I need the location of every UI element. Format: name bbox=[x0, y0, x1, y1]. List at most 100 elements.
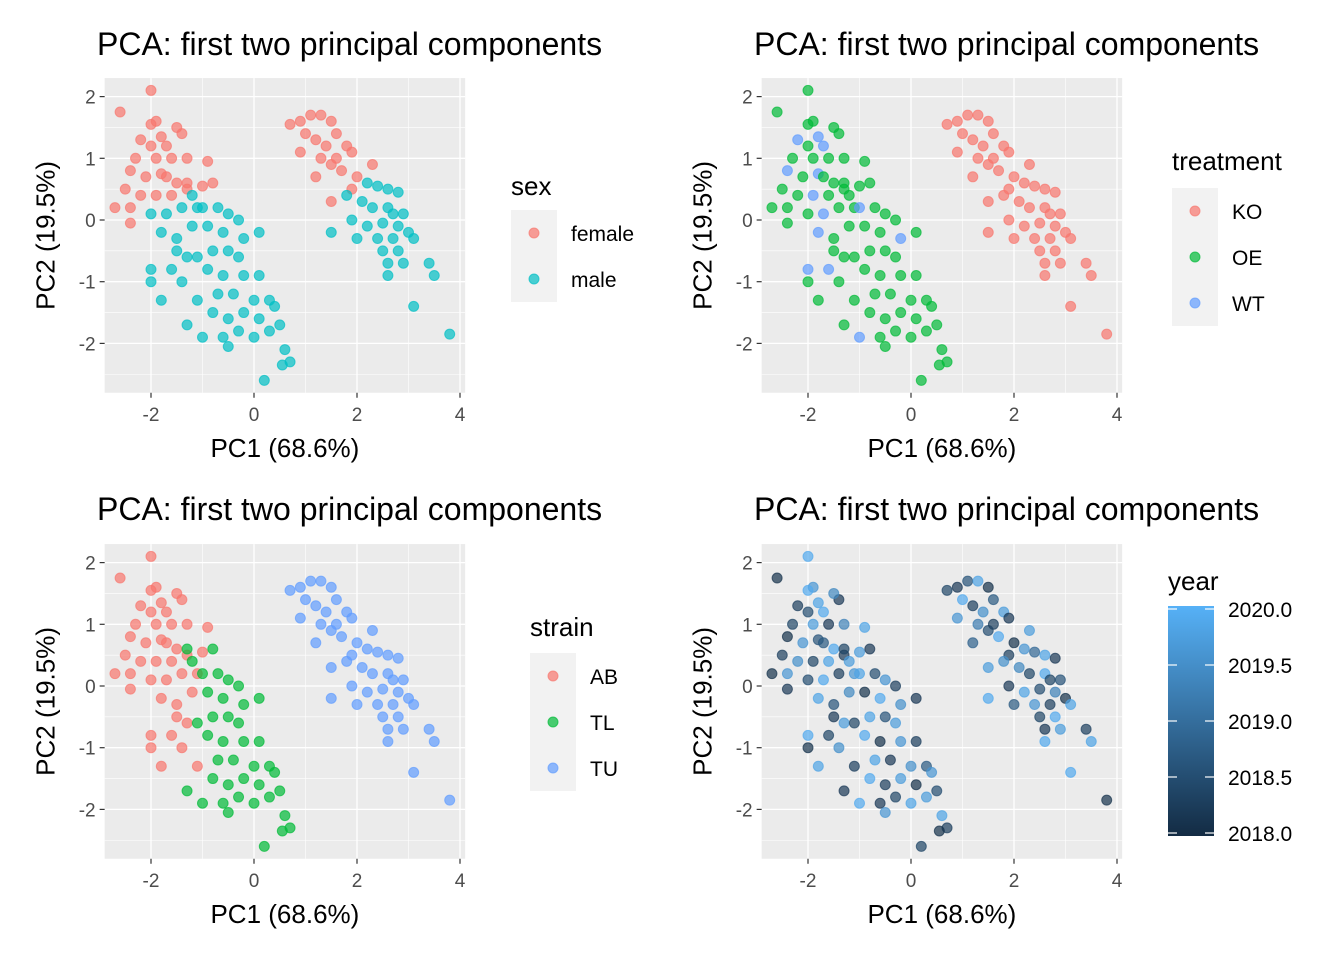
data-point bbox=[145, 118, 157, 130]
data-point bbox=[124, 165, 136, 177]
data-point bbox=[202, 263, 214, 275]
data-point bbox=[1003, 680, 1015, 692]
data-point bbox=[869, 754, 881, 766]
data-point bbox=[423, 257, 435, 269]
y-axis-title: PC2 (19.5%) bbox=[688, 161, 718, 310]
data-point bbox=[987, 128, 999, 140]
data-point bbox=[771, 572, 783, 584]
data-point bbox=[166, 189, 178, 201]
data-point bbox=[1039, 649, 1051, 661]
data-point bbox=[1080, 723, 1092, 735]
data-point bbox=[848, 251, 860, 263]
data-point bbox=[1065, 233, 1077, 245]
data-point bbox=[905, 760, 917, 772]
y-tick-label: -1 bbox=[736, 273, 753, 294]
data-point bbox=[207, 177, 219, 189]
data-point bbox=[1029, 646, 1041, 658]
data-point bbox=[812, 692, 824, 704]
data-point bbox=[817, 171, 829, 183]
plot-title: PCA: first two principal components bbox=[754, 491, 1259, 527]
data-point bbox=[869, 202, 881, 214]
data-point bbox=[325, 661, 337, 673]
data-point bbox=[336, 631, 348, 643]
data-point bbox=[197, 668, 208, 680]
data-point bbox=[1039, 736, 1051, 748]
data-point bbox=[166, 618, 178, 630]
x-tick-label: 2 bbox=[352, 871, 363, 892]
data-point bbox=[848, 294, 860, 306]
data-point bbox=[802, 263, 814, 275]
data-point bbox=[274, 319, 286, 331]
data-point bbox=[926, 766, 938, 778]
data-point bbox=[802, 208, 814, 220]
data-point bbox=[238, 773, 250, 785]
data-point bbox=[987, 152, 999, 164]
data-point bbox=[222, 711, 234, 723]
data-point bbox=[315, 152, 327, 164]
legend-label: OE bbox=[1232, 247, 1262, 270]
data-point bbox=[895, 773, 907, 785]
data-point bbox=[828, 233, 840, 245]
data-point bbox=[869, 668, 881, 680]
data-point bbox=[408, 766, 420, 778]
data-point bbox=[812, 131, 824, 143]
data-point bbox=[361, 686, 373, 698]
data-point bbox=[181, 251, 193, 263]
data-point bbox=[895, 699, 907, 711]
data-point bbox=[397, 257, 409, 269]
y-tick-label: 0 bbox=[742, 211, 753, 232]
data-point bbox=[1049, 711, 1061, 723]
colorbar-label: 2020.0 bbox=[1228, 599, 1292, 622]
y-tick-label: 0 bbox=[742, 677, 753, 698]
y-tick-label: -2 bbox=[736, 800, 753, 821]
data-point bbox=[238, 233, 250, 245]
data-point bbox=[802, 674, 814, 686]
data-point bbox=[382, 270, 394, 282]
data-point bbox=[833, 742, 845, 754]
data-point bbox=[217, 797, 229, 809]
data-point bbox=[222, 779, 234, 791]
data-point bbox=[155, 760, 167, 772]
data-point bbox=[828, 177, 840, 189]
x-tick-label: 4 bbox=[455, 405, 466, 426]
data-point bbox=[124, 217, 136, 229]
x-axis-title: PC1 (68.6%) bbox=[867, 433, 1016, 463]
data-point bbox=[1054, 674, 1066, 686]
data-point bbox=[341, 189, 353, 201]
data-point bbox=[222, 340, 234, 352]
data-point bbox=[217, 692, 229, 704]
data-point bbox=[987, 594, 999, 606]
data-point bbox=[325, 692, 337, 704]
data-point bbox=[140, 637, 152, 649]
panel-year: -2 0 2 4 2 1 0 -1 -2 PCA: first two principal com… bbox=[688, 491, 1293, 929]
data-point bbox=[1039, 270, 1051, 282]
data-point bbox=[802, 742, 814, 754]
data-point bbox=[253, 736, 265, 748]
data-point bbox=[1065, 699, 1077, 711]
data-point bbox=[227, 288, 239, 300]
data-point bbox=[797, 637, 809, 649]
data-point bbox=[1034, 245, 1046, 257]
data-point bbox=[197, 797, 208, 809]
data-point bbox=[135, 600, 147, 612]
plot-title: PCA: first two principal components bbox=[97, 26, 602, 62]
data-point bbox=[812, 294, 824, 306]
data-point bbox=[1013, 661, 1025, 673]
data-point bbox=[838, 177, 850, 189]
legend-swatch bbox=[547, 670, 559, 682]
data-point bbox=[114, 572, 126, 584]
data-point bbox=[392, 186, 404, 198]
data-point bbox=[936, 344, 948, 356]
data-point bbox=[1008, 233, 1020, 245]
data-point bbox=[325, 226, 337, 238]
data-point bbox=[377, 683, 389, 695]
data-point bbox=[812, 597, 824, 609]
data-point bbox=[792, 600, 804, 612]
data-point bbox=[1003, 612, 1015, 624]
data-point bbox=[382, 736, 394, 748]
data-point bbox=[802, 118, 814, 130]
data-point bbox=[1049, 652, 1061, 664]
data-point bbox=[428, 736, 440, 748]
data-point bbox=[951, 146, 963, 158]
y-tick-label: -2 bbox=[79, 800, 96, 821]
